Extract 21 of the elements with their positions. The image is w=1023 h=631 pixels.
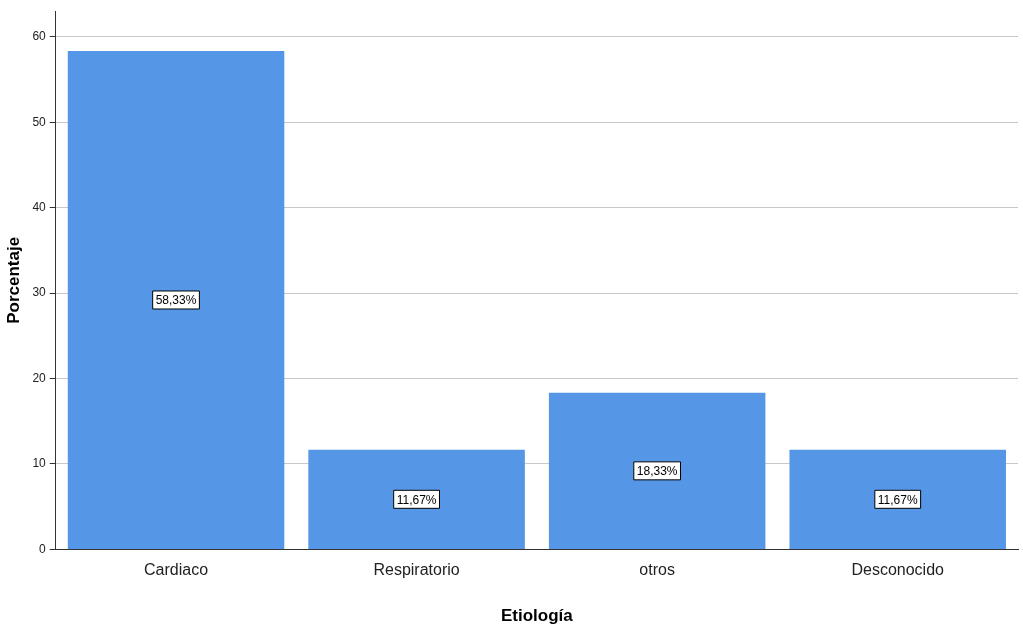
y-tick-label: 10	[32, 456, 47, 471]
bar	[67, 51, 285, 549]
y-tick-label: 60	[32, 29, 47, 44]
data-label: 58,33%	[155, 293, 197, 308]
y-tick-label: 30	[32, 285, 47, 300]
data-label: 18,33%	[636, 464, 678, 479]
y-tick-label: 50	[32, 114, 47, 129]
y-tick-label: 0	[39, 541, 47, 556]
bar	[308, 449, 525, 549]
x-tick-label: Desconocido	[851, 561, 945, 579]
y-axis-title: Porcentaje	[3, 236, 23, 324]
x-axis-title: Etiología	[500, 606, 574, 626]
x-tick-label: Respiratorio	[373, 561, 460, 579]
bar	[548, 392, 766, 549]
y-tick-label: 40	[32, 200, 47, 214]
y-tick-label: 20	[32, 370, 47, 385]
bar	[789, 449, 1006, 549]
data-label: 11,67%	[877, 492, 918, 507]
x-tick-label: otros	[639, 561, 675, 579]
x-tick-label: Cardiaco	[144, 561, 209, 579]
data-label: 11,67%	[396, 492, 437, 507]
